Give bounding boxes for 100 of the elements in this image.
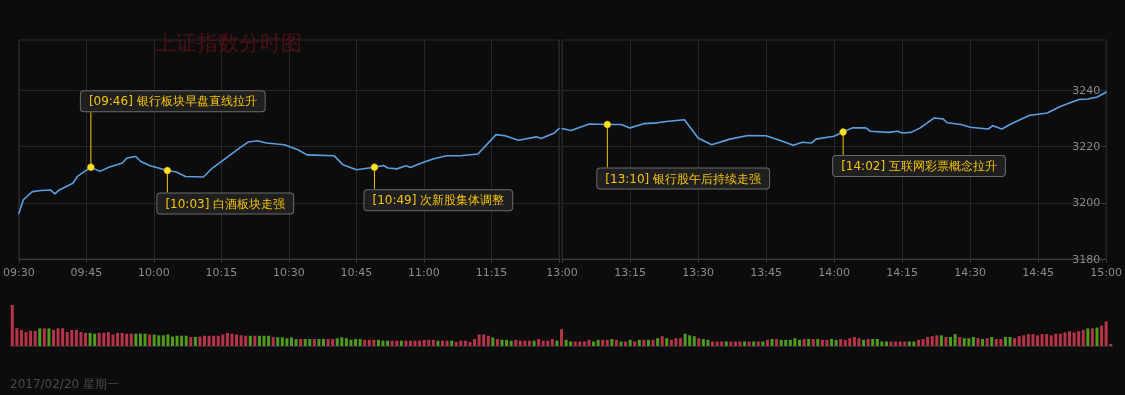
bar (688, 335, 692, 346)
bar (148, 334, 152, 346)
bar (326, 339, 330, 346)
bar (189, 336, 193, 346)
bar (953, 334, 957, 346)
bar (422, 339, 426, 346)
bar (784, 339, 788, 346)
bar (322, 339, 326, 346)
bar (715, 341, 719, 346)
bar (958, 336, 962, 346)
bar (573, 341, 577, 346)
bar (491, 337, 495, 346)
bar (42, 328, 46, 346)
bar (129, 333, 133, 346)
bar (1068, 331, 1072, 346)
x-tick-label: 13:30 (682, 266, 714, 279)
bar (180, 335, 184, 346)
bar (674, 338, 678, 346)
bar (857, 338, 861, 346)
x-tick-label: 09:45 (70, 266, 103, 279)
bar (106, 332, 110, 346)
bar (633, 341, 637, 346)
bar (930, 336, 934, 346)
bar (669, 339, 673, 346)
bar (907, 341, 911, 346)
bar (500, 339, 504, 346)
bar (697, 338, 701, 346)
bar (47, 328, 51, 346)
bar (88, 332, 92, 346)
bar (312, 339, 316, 346)
bar (797, 339, 801, 346)
bar (619, 341, 623, 346)
bar (257, 335, 261, 346)
bar (235, 334, 239, 346)
bar (1035, 335, 1039, 346)
bar (848, 338, 852, 346)
bar (614, 339, 618, 346)
bar (184, 335, 188, 346)
bar (646, 339, 650, 346)
bar (138, 333, 142, 346)
bar (711, 341, 715, 346)
bar (19, 330, 23, 346)
bar (1017, 336, 1021, 346)
bar (1095, 327, 1099, 346)
bar (1031, 334, 1035, 346)
bar (38, 328, 42, 346)
bar (1100, 325, 1104, 346)
bar (212, 335, 216, 346)
bar (1058, 333, 1062, 346)
bar (221, 334, 225, 346)
x-tick-label: 14:45 (1022, 266, 1054, 279)
x-tick-label: 14:00 (818, 266, 850, 279)
x-tick-label: 14:30 (954, 266, 986, 279)
bar (903, 341, 907, 346)
bar (665, 338, 669, 346)
bar (985, 338, 989, 346)
bar (486, 335, 490, 346)
bar (656, 338, 660, 346)
bar (299, 339, 303, 346)
bar (70, 330, 74, 346)
bar (637, 339, 641, 346)
bar (239, 335, 243, 346)
x-tick-label: 10:00 (138, 266, 170, 279)
bar (1090, 328, 1094, 346)
bar (596, 339, 600, 346)
bar (331, 339, 335, 346)
y-tick-label: 3220 (1072, 140, 1101, 154)
bar (170, 336, 174, 346)
bar (404, 340, 408, 346)
bar (994, 339, 998, 346)
bar (477, 334, 481, 346)
bar (871, 339, 875, 346)
bar (1026, 334, 1030, 346)
bar (866, 339, 870, 346)
bar (335, 338, 339, 346)
bar (981, 339, 985, 346)
bar (248, 335, 252, 346)
bar (560, 329, 563, 346)
bar (733, 341, 737, 346)
bar (418, 340, 422, 346)
bar (29, 330, 33, 346)
bar (390, 340, 394, 346)
bar (807, 339, 811, 346)
bar (926, 336, 930, 346)
x-tick-label: 14:15 (886, 266, 918, 279)
bar (33, 330, 37, 346)
bar (555, 340, 559, 346)
bar (125, 333, 129, 346)
x-tick-label: 15:00 (1090, 266, 1122, 279)
x-tick-label: 10:15 (205, 266, 238, 279)
bar (1049, 335, 1053, 346)
bar (1104, 321, 1108, 346)
bar (445, 340, 449, 346)
bar (569, 341, 573, 346)
bar (363, 339, 367, 346)
annotation: [09:46] 银行板块早盘直线拉升 (88, 94, 257, 109)
bar (427, 339, 431, 346)
bar (244, 335, 248, 346)
bar (79, 332, 83, 346)
bar (93, 333, 97, 346)
